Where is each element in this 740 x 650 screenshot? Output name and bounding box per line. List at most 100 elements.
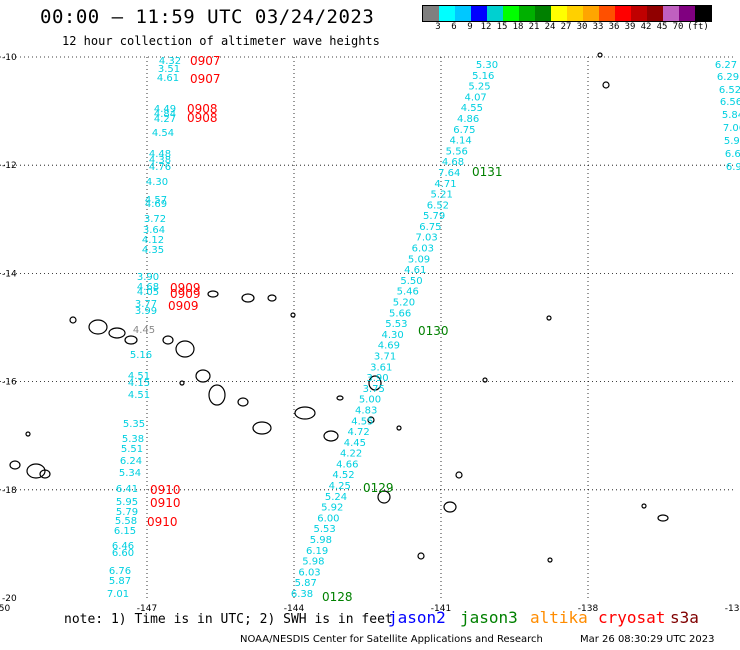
island-outline <box>9 460 21 470</box>
footer-credit: NOAA/NESDIS Center for Satellite Applica… <box>240 634 543 645</box>
swh-value: 4.15 <box>128 378 150 389</box>
lat-label: -16 <box>2 378 17 388</box>
colorbar-label: 30 <box>576 22 588 32</box>
island-outline <box>657 514 669 522</box>
colorbar-swatch <box>439 6 455 21</box>
swh-value: 5.20 <box>393 298 415 309</box>
swh-value: 5.53 <box>314 524 336 535</box>
swh-value: 4.12 <box>142 235 164 246</box>
colorbar-label: 12 <box>480 22 492 32</box>
swh-value: 4.27 <box>154 114 176 125</box>
island-outline <box>443 501 457 513</box>
island-outline <box>108 327 126 339</box>
colorbar-swatch <box>487 6 503 21</box>
swh-value: 4.22 <box>340 449 362 460</box>
colorbar-swatch <box>583 6 599 21</box>
swh-value: 6.24 <box>120 456 142 467</box>
island-outline <box>175 340 195 358</box>
swh-value: 6.38 <box>291 589 313 600</box>
island-outline <box>377 490 391 504</box>
island-outline <box>124 335 138 345</box>
swh-value: 5.79 <box>116 507 138 518</box>
swh-value: 4.55 <box>461 103 483 114</box>
lat-label: -12 <box>2 161 17 171</box>
lon-label: -150 <box>0 604 10 614</box>
swh-value: 5.24 <box>325 492 347 503</box>
island-outline <box>396 425 402 431</box>
swh-value: 5.30 <box>476 60 498 71</box>
colorbar-label: 15 <box>496 22 508 32</box>
swh-value: 4.51 <box>128 390 150 401</box>
swh-value: 4.84 <box>154 109 176 120</box>
swh-value: 5.58 <box>115 516 137 527</box>
islands <box>9 52 669 563</box>
swh-value: 3.90 <box>137 272 159 283</box>
swh-value: 4.76 <box>149 162 171 173</box>
swh-value: 5.09 <box>408 254 430 265</box>
swh-value: 5.79 <box>423 211 445 222</box>
colorbar <box>422 5 712 22</box>
legend-jason2: jason2 <box>388 608 446 627</box>
swh-value: 4.57 <box>145 195 167 206</box>
swh-value: 4.25 <box>329 481 351 492</box>
swh-value: 4.45 <box>344 438 366 449</box>
legend-jason3: jason3 <box>460 608 518 627</box>
swh-value: 5.98 <box>302 557 324 568</box>
colorbar-label: 27 <box>560 22 572 32</box>
colorbar-swatch <box>631 6 647 21</box>
pass-time-label: 0908 <box>187 102 218 116</box>
colorbar-label: 18 <box>512 22 524 32</box>
swh-value: 7.64 <box>438 168 460 179</box>
colorbar-label: 33 <box>592 22 604 32</box>
map-subtitle: 12 hour collection of altimeter wave hei… <box>62 34 380 48</box>
swh-value: 4.86 <box>457 114 479 125</box>
swh-value: 4.61 <box>157 73 179 84</box>
colorbar-label: 3 <box>435 22 441 32</box>
colorbar-label: 21 <box>528 22 540 32</box>
footer-timestamp: Mar 26 08:30:29 UTC 2023 <box>580 634 715 645</box>
swh-value-gray: 4.45 <box>133 325 155 336</box>
swh-value: 3.77 <box>135 299 157 310</box>
pass-time-label: 0131 <box>472 165 503 179</box>
colorbar-swatch <box>519 6 535 21</box>
island-outline <box>597 52 603 58</box>
lat-label: -10 <box>2 53 17 63</box>
island-outline <box>69 316 77 324</box>
island-outline <box>88 319 108 335</box>
swh-value: 4.52 <box>332 470 354 481</box>
swh-value: 4.69 <box>145 199 167 210</box>
swh-value: 5.84 <box>722 110 740 121</box>
swh-value: 4.54 <box>152 128 174 139</box>
swh-value: 5.46 <box>397 287 419 298</box>
island-outline <box>417 552 425 560</box>
swh-value: 4.05 <box>137 287 159 298</box>
swh-value: 7.06 <box>723 123 740 134</box>
legend-altika: altika <box>530 608 588 627</box>
swh-value: 7.03 <box>415 233 437 244</box>
swh-value: 4.68 <box>137 282 159 293</box>
island-outline <box>252 421 272 435</box>
colorbar-label: 39 <box>624 22 636 32</box>
legend-s3a: s3a <box>670 608 699 627</box>
island-outline <box>602 81 610 89</box>
swh-value: 4.55 <box>351 416 373 427</box>
swh-value: 5.50 <box>400 276 422 287</box>
pass-time-label: 0910 <box>150 496 181 510</box>
swh-value: 3.51 <box>158 64 180 75</box>
swh-value: 6.76 <box>109 566 131 577</box>
pass-time-label: 0909 <box>170 287 201 301</box>
swh-value: 5.16 <box>472 71 494 82</box>
lat-label: -14 <box>2 269 17 279</box>
swh-value: 6.41 <box>116 484 138 495</box>
colorbar-swatch <box>535 6 551 21</box>
colorbar-label: 9 <box>467 22 473 32</box>
swh-value: 5.34 <box>119 468 141 479</box>
island-outline <box>546 315 552 321</box>
swh-value: 6.67 <box>725 149 740 160</box>
lon-label: -138 <box>578 604 599 614</box>
island-outline <box>241 293 255 303</box>
island-outline <box>641 503 647 509</box>
island-outline <box>290 312 296 318</box>
swh-value: 6.60 <box>112 548 134 559</box>
